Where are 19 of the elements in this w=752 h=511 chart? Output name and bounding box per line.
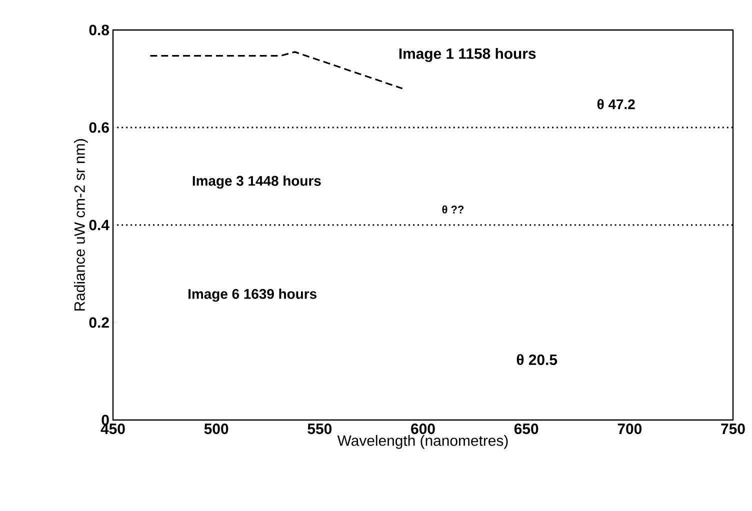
x-tick-label: 750 bbox=[721, 424, 745, 434]
x-tick-label: 600 bbox=[411, 424, 435, 434]
y-tick-label: 0.4 bbox=[89, 220, 110, 230]
x-tick-label: 500 bbox=[204, 424, 228, 434]
x-tick-label: 650 bbox=[514, 424, 538, 434]
annotation: θ ?? bbox=[442, 205, 464, 214]
y-axis-title: Radiance uW cm-2 sr nm) bbox=[74, 139, 88, 311]
y-tick-label: 0.2 bbox=[89, 317, 109, 328]
annotation: θ 47.2 bbox=[597, 98, 635, 110]
y-tick-label: 0.6 bbox=[89, 122, 109, 133]
x-tick-label: 700 bbox=[618, 424, 642, 434]
annotation: Image 3 1448 hours bbox=[192, 176, 321, 189]
annotation: Image 6 1639 hours bbox=[188, 288, 316, 302]
x-axis-title: Wavelength (nanometres) bbox=[337, 434, 508, 449]
annotation: Image 1 1158 hours bbox=[399, 48, 536, 62]
x-tick-label: 550 bbox=[308, 424, 332, 434]
y-tick-label: 0.8 bbox=[89, 24, 110, 36]
annotation: θ 20.5 bbox=[516, 354, 558, 366]
x-tick-label: 450 bbox=[100, 424, 125, 434]
